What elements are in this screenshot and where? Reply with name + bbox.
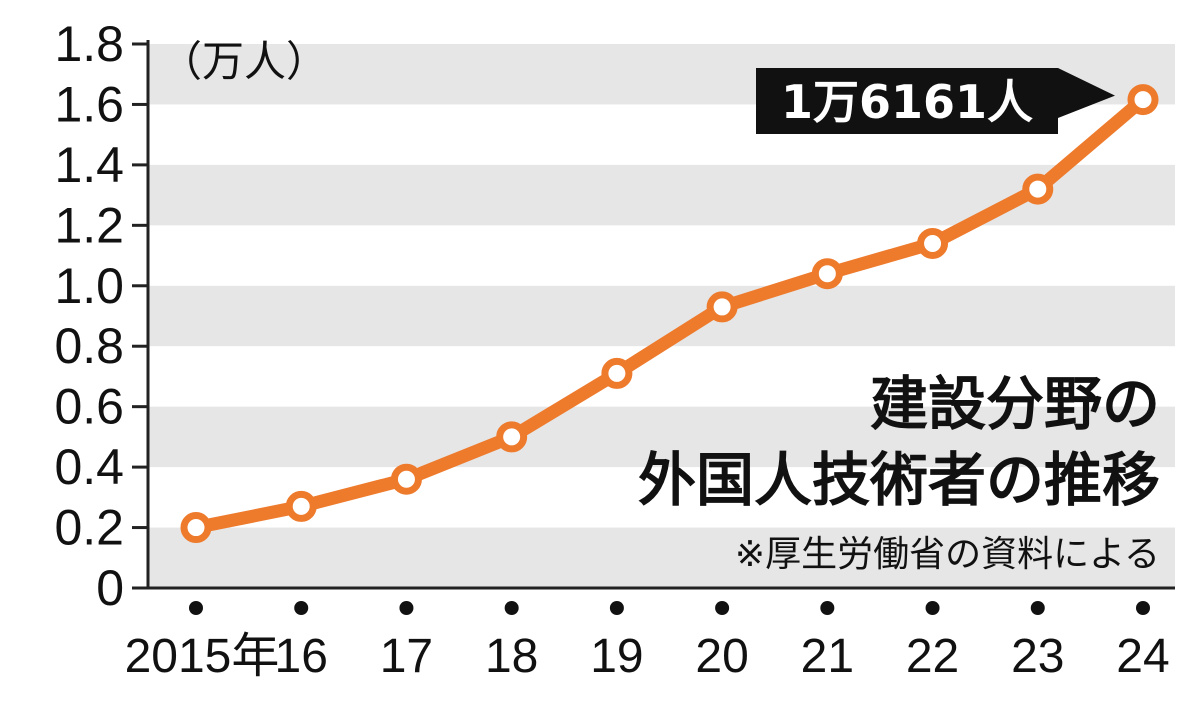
x-tick-label: 17 xyxy=(380,630,433,683)
data-point xyxy=(917,227,949,259)
annotation-box xyxy=(756,68,1115,134)
chart-title-line-1: 建設分野の xyxy=(870,370,1160,438)
y-tick-label: 0 xyxy=(96,560,124,616)
y-tick-label: 0.4 xyxy=(54,439,124,495)
grid-band xyxy=(148,285,1175,347)
series-line xyxy=(189,93,1150,535)
y-tick-label: 1.0 xyxy=(54,258,124,314)
y-tick-label: 1.4 xyxy=(54,137,124,193)
grid-band xyxy=(148,527,1175,588)
x-tick-dot xyxy=(609,601,624,615)
y-tick-label: 1.6 xyxy=(54,76,124,132)
x-tick-label: 22 xyxy=(906,630,959,683)
y-unit-label: （万人） xyxy=(160,37,328,86)
annotation-callout: 1万6161人 xyxy=(756,68,1115,134)
x-tick-label: 21 xyxy=(801,630,854,683)
data-point xyxy=(390,463,422,495)
x-tick-label: 20 xyxy=(695,630,748,683)
data-point xyxy=(180,512,212,544)
data-points xyxy=(180,84,1159,544)
grid-band xyxy=(148,164,1175,226)
x-tick-dot xyxy=(1136,601,1150,615)
data-point xyxy=(811,258,843,290)
x-tick-dot xyxy=(294,601,309,615)
x-tick-label: 19 xyxy=(590,630,643,683)
y-tick-label: 1.8 xyxy=(54,16,124,72)
y-tick-label: 0.6 xyxy=(54,379,124,435)
y-axis-ticks: 00.20.40.60.81.01.21.41.61.8 xyxy=(54,16,148,616)
x-tick-label: 18 xyxy=(485,630,538,683)
data-point xyxy=(601,357,633,389)
data-point xyxy=(1022,173,1054,205)
x-tick-dot xyxy=(820,601,835,615)
y-tick-label: 0.2 xyxy=(54,500,124,556)
y-tick-label: 1.2 xyxy=(54,197,124,253)
x-tick-dot xyxy=(715,601,730,615)
x-tick-dot xyxy=(399,601,414,615)
x-tick-label: 24 xyxy=(1116,630,1169,683)
x-tick-label: 16 xyxy=(275,630,328,683)
data-point xyxy=(706,291,738,323)
grid-band xyxy=(148,406,1175,468)
data-point xyxy=(496,421,528,453)
source-note: ※厚生労働省の資料による xyxy=(735,534,1160,575)
x-tick-dot xyxy=(189,601,203,615)
x-tick-dot xyxy=(925,601,940,615)
x-tick-label: 2015年 xyxy=(125,630,280,683)
y-tick-label: 0.8 xyxy=(54,318,124,374)
data-point xyxy=(285,490,317,522)
x-tick-label: 23 xyxy=(1011,630,1064,683)
x-tick-dot xyxy=(1030,601,1045,615)
x-tick-dot xyxy=(504,601,519,615)
grid-bands xyxy=(148,44,1175,588)
chart-title-line-2: 外国人技術者の推移 xyxy=(638,446,1160,514)
data-point xyxy=(1127,84,1159,116)
annotation-text: 1万6161人 xyxy=(781,75,1033,129)
